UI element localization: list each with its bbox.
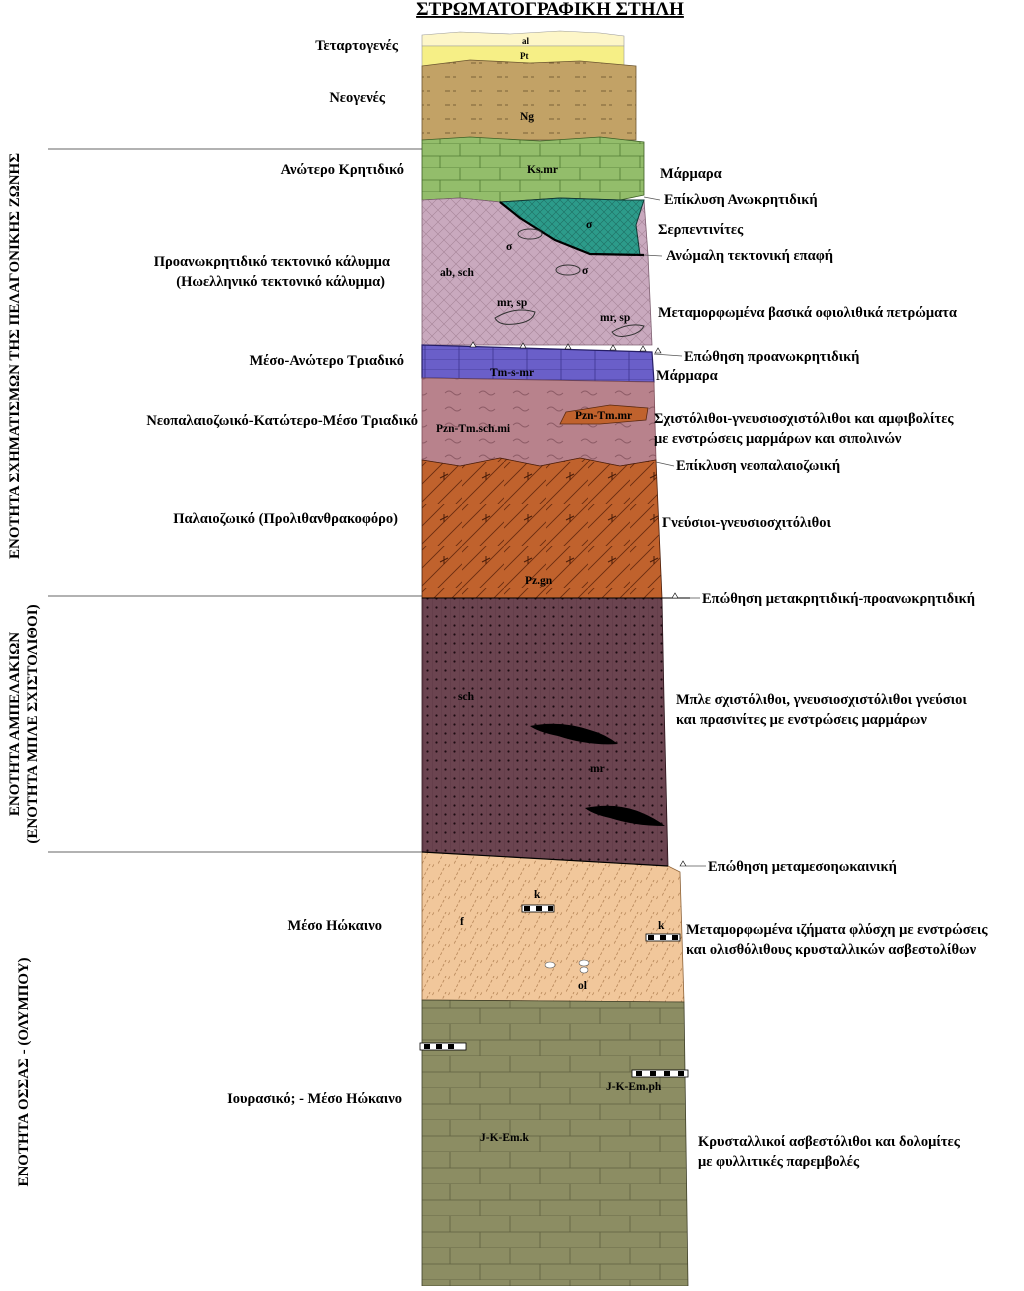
black-lens bbox=[585, 805, 665, 826]
code-mr-sp: mr, sp bbox=[497, 297, 527, 309]
black-lens bbox=[530, 723, 618, 745]
diagram-title: ΣΤΡΩΜΑΤΟΓΡΑΦΙΚΗ ΣΤΗΛΗ bbox=[416, 0, 684, 20]
code-mr-sp: mr, sp bbox=[600, 312, 630, 324]
age-label-neopaleozoic-triassic: Νεοπαλαιοζωικό-Κατώτερο-Μέσο Τριαδικό bbox=[146, 413, 418, 429]
code-jkem-k: J-K-Em.k bbox=[480, 1132, 529, 1144]
marble-lens bbox=[611, 324, 645, 337]
unit-label-ossa: ΕΝΟΤΗΤΑ ΟΣΣΑΣ - (ΟΛΥΜΠΟΥ) bbox=[16, 957, 32, 1186]
code-k: k bbox=[534, 889, 541, 901]
unit-label-text: ΕΝΟΤΗΤΑ ΟΣΣΑΣ - (ΟΛΥΜΠΟΥ) bbox=[16, 957, 32, 1186]
desc-flysch-line1: Μεταμορφωμένα ιζήματα φλύσχη με ενστρώσε… bbox=[686, 922, 988, 938]
limestone-olistolith bbox=[645, 933, 681, 942]
code-ab-sch: ab, sch bbox=[440, 267, 474, 279]
desc-transgression-neopaleozoic: Επίκλυση νεοπαλαιοζωική bbox=[676, 458, 840, 474]
olistolith-pebbles bbox=[544, 959, 590, 974]
code-ng: Ng bbox=[520, 111, 534, 123]
marble-interlayer bbox=[559, 404, 649, 425]
code-al: al bbox=[522, 36, 530, 46]
thrust-teeth bbox=[469, 341, 662, 354]
age-label-middle-eocene: Μέσο Ηώκαινο bbox=[288, 918, 382, 934]
irregular-tectonic-contact-line bbox=[499, 201, 645, 257]
age-label-mid-upper-triassic: Μέσο-Ανώτερο Τριαδικό bbox=[250, 353, 405, 369]
unit-label-text: ΕΝΟΤΗΤΑ ΣΧΗΜΑΤΙΣΜΩΝ ΤΗΣ ΠΕΛΑΓΟΝΙΚΗΣ ΖΩΝΗ… bbox=[7, 153, 23, 559]
desc-marbles: Μάρμαρα bbox=[660, 166, 722, 182]
layer-neogene bbox=[421, 59, 637, 141]
desc-gneisses: Γνεύσιοι-γνευσιοσχιτόλιθοι bbox=[662, 515, 831, 531]
code-sigma: σ bbox=[506, 241, 513, 253]
unit-label-text: (ΕΝΟΤΗΤΑ ΜΠΛΕ ΣΧΙΣΤΟΛΙΘΟΙ) bbox=[25, 604, 41, 843]
desc-marbles-2: Μάρμαρα bbox=[656, 368, 718, 384]
desc-blueschists-line1: Μπλε σχιστόλιθοι, γνευσιοσχιστόλιθοι γνε… bbox=[676, 692, 967, 708]
unit-label-pelagonian: ΕΝΟΤΗΤΑ ΣΧΗΜΑΤΙΣΜΩΝ ΤΗΣ ΠΕΛΑΓΟΝΙΚΗΣ ΖΩΝΗ… bbox=[7, 153, 23, 559]
unit-label-text: ΕΝΟΤΗΤΑ ΑΜΠΕΛΑΚΙΩΝ bbox=[7, 632, 23, 816]
leader-lines bbox=[643, 196, 706, 867]
stratigraphic-column bbox=[419, 30, 689, 1287]
code-sigma: σ bbox=[582, 265, 589, 277]
layer-triassic-marble bbox=[421, 344, 655, 383]
age-labels: Τεταρτογενές Νεογενές Ανώτερο Κρητιδικό … bbox=[146, 38, 418, 1107]
code-jkem-ph: J-K-Em.ph bbox=[606, 1081, 662, 1093]
desc-limestones-line1: Κρυσταλλικοί ασβεστόλιθοι και δολομίτες bbox=[698, 1134, 961, 1150]
age-label-upper-cretaceous: Ανώτερο Κρητιδικό bbox=[281, 162, 404, 178]
desc-blueschists-line2: και πρασινίτες με ενστρώσεις μαρμάρων bbox=[676, 712, 927, 728]
desc-irregular-contact: Ανώμαλη τεκτονική επαφή bbox=[666, 248, 833, 264]
desc-thrust-pre-upper-cretaceous: Επώθηση προανωκρητιδική bbox=[684, 349, 859, 365]
lithology-codes: al Pt Ng Ks.mr σ σ σ ab, sch mr, sp mr, … bbox=[436, 36, 665, 1144]
age-label-jurassic-eocene: Ιουρασικό; - Μέσο Ηώκαινο bbox=[227, 1091, 402, 1107]
desc-limestones-line2: με φυλλιτικές παρεμβολές bbox=[698, 1154, 860, 1170]
age-label-nappe-line1: Προανωκρητιδικό τεκτονικό κάλυμμα bbox=[154, 254, 390, 270]
thrust-line bbox=[421, 851, 669, 867]
age-label-nappe-line2: (Ηωελληνικό τεκτονικό κάλυμμα) bbox=[176, 274, 385, 290]
code-sch: sch bbox=[458, 691, 475, 703]
code-sigma: σ bbox=[586, 219, 593, 231]
serpentinite-lens bbox=[517, 228, 543, 240]
desc-thrust-post-cretaceous: Επώθηση μετακρητιδική-προανωκρητιδική bbox=[702, 591, 975, 607]
desc-serpentinites: Σερπεντινίτες bbox=[658, 222, 744, 238]
phyllite-interlayer bbox=[419, 1042, 467, 1051]
limestone-olistolith bbox=[521, 904, 555, 913]
desc-schists-line1: Σχιστόλιθοι-γνευσιοσχιστόλιθοι και αμφιβ… bbox=[654, 411, 954, 427]
code-f: f bbox=[460, 916, 464, 928]
age-label-paleozoic: Παλαιοζωικό (Προλιθανθρακοφόρο) bbox=[173, 511, 398, 527]
unit-label-ampelakia: ΕΝΟΤΗΤΑ ΑΜΠΕΛΑΚΙΩΝ (ΕΝΟΤΗΤΑ ΜΠΛΕ ΣΧΙΣΤΟΛ… bbox=[7, 604, 41, 843]
code-ol: ol bbox=[578, 980, 587, 992]
code-pzgn: Pz.gn bbox=[525, 575, 553, 587]
code-ksmr: Ks.mr bbox=[527, 164, 558, 176]
code-pt: Pt bbox=[520, 51, 529, 61]
desc-thrust-post-mesoeocene: Επώθηση μεταμεσοηωκαινική bbox=[708, 859, 897, 875]
desc-schists-line2: με ενστρώσεις μαρμάρων και σιπολινών bbox=[654, 431, 902, 447]
code-pzn-tm-mr: Pzn-Tm.mr bbox=[575, 410, 632, 422]
code-k: k bbox=[658, 920, 665, 932]
thrust-tooth bbox=[671, 592, 679, 599]
age-label-quaternary: Τεταρτογενές bbox=[315, 38, 399, 54]
code-tmsmr: Tm-s-mr bbox=[490, 367, 534, 379]
marble-lens bbox=[494, 309, 536, 325]
code-mr: mr bbox=[590, 763, 605, 775]
age-label-neogene: Νεογενές bbox=[329, 90, 386, 106]
lithology-descriptions: Μάρμαρα Επίκλυση Ανωκρητιδική Σερπεντινί… bbox=[654, 166, 988, 1170]
desc-ophiolitic-rocks: Μεταμορφωμένα βασικά οφιολιθικά πετρώματ… bbox=[658, 305, 957, 321]
serpentinite-lens bbox=[555, 264, 581, 276]
desc-transgression-upper-cretaceous: Επίκλυση Ανωκρητιδική bbox=[664, 192, 818, 208]
thrust-tooth bbox=[679, 860, 687, 867]
phyllite-interlayer bbox=[631, 1069, 689, 1078]
desc-flysch-line2: και ολισθόλιθους κρυσταλλικών ασβεστολίθ… bbox=[686, 942, 977, 958]
code-pzn-tm-sch-mi: Pzn-Tm.sch.mi bbox=[436, 423, 511, 435]
